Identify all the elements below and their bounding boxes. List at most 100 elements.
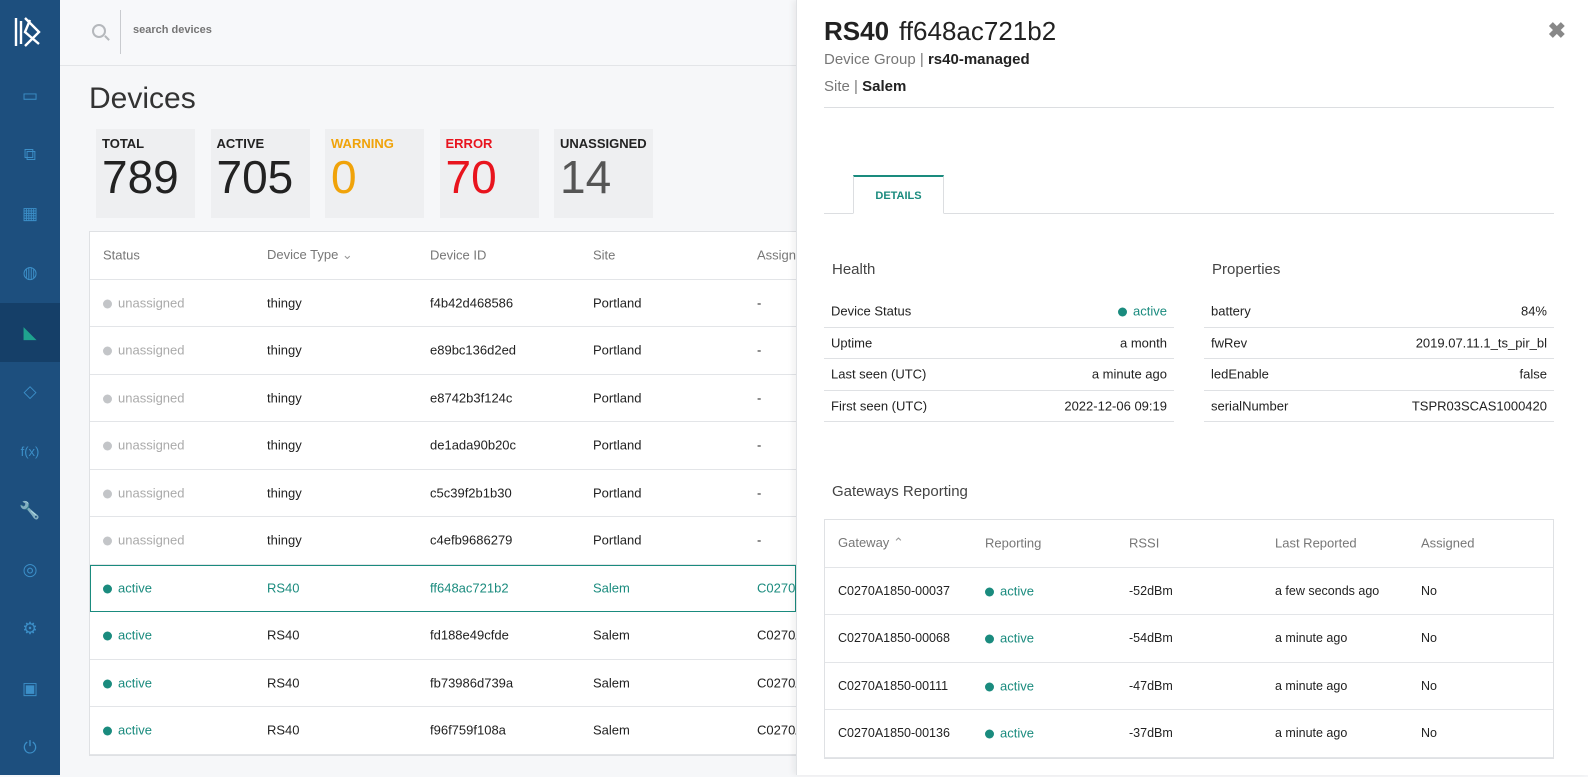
column-header-assigned[interactable]: Assigned: [1421, 536, 1474, 551]
divider: [120, 10, 121, 54]
column-header-rssi[interactable]: RSSI: [1129, 536, 1159, 551]
gateway-row[interactable]: C0270A1850-00111 active -47dBm a minute ago…: [825, 663, 1553, 710]
table-row[interactable]: unassigned thingy de1ada90b20c Portland -: [90, 422, 796, 470]
value-text: active: [1133, 303, 1167, 319]
sidebar-item-tools[interactable]: 🔧: [0, 481, 60, 540]
cell: C0270A: [757, 627, 804, 643]
key: fwRev: [1211, 335, 1248, 351]
sidebar-item-sensors[interactable]: ◣: [0, 303, 60, 363]
table-row[interactable]: unassigned thingy c4efb9686279 Portland -: [90, 517, 796, 565]
health-row: Device Status active: [824, 296, 1174, 328]
cell: -: [757, 390, 762, 406]
value-text: a minute ago: [1091, 366, 1167, 382]
cell: C0270A: [757, 722, 804, 738]
table-row[interactable]: unassigned thingy e89bc136d2ed Portland -: [90, 327, 796, 375]
cell: No: [1421, 583, 1437, 598]
value-text: false: [1519, 366, 1547, 382]
stat-unassigned[interactable]: UNASSIGNED 14: [554, 129, 653, 218]
site: Site | Salem: [824, 78, 907, 95]
gateways-table: Gateway ⌃ Reporting RSSI Last Reported Assig…: [824, 519, 1554, 759]
column-label: RSSI: [1129, 535, 1160, 551]
reporting-text: active: [1000, 630, 1034, 646]
stat-label: ERROR: [445, 136, 493, 151]
profile-icon: ▣: [21, 678, 39, 698]
table-row[interactable]: active RS40 fd188e49cfde Salem C0270A: [90, 612, 804, 660]
status-dot-icon: [985, 729, 994, 739]
sidebar-item-functions[interactable]: f(x): [0, 422, 60, 481]
value: 2022-12-06 09:19: [1064, 398, 1167, 413]
status-cell: active: [103, 675, 152, 690]
value: 2019.07.11.1_ts_pir_bl: [1416, 335, 1547, 350]
column-header-device-type[interactable]: Device Type ⌄: [267, 247, 353, 263]
sidebar-item-tags[interactable]: ◇: [0, 363, 60, 422]
stat-error[interactable]: ERROR 70: [439, 129, 539, 218]
search-input[interactable]: [133, 24, 433, 36]
status-dot-icon: [1118, 307, 1128, 317]
column-label: Reporting: [985, 535, 1042, 551]
table-row[interactable]: unassigned thingy e8742b3f124c Portland -: [90, 375, 796, 422]
cell: RS40: [267, 580, 300, 596]
table-row[interactable]: active RS40 fb73986d739a Salem C0270A: [90, 660, 804, 707]
sidebar-item-monitor[interactable]: ▭: [0, 66, 60, 125]
health-row: Uptime a month: [824, 328, 1174, 359]
stat-warning[interactable]: WARNING 0: [325, 129, 424, 218]
sidebar-item-sites[interactable]: ▦: [0, 185, 60, 244]
gateway-row[interactable]: C0270A1850-00136 active -37dBm a minute ago…: [825, 710, 1553, 758]
reporting-text: active: [1000, 583, 1034, 599]
cell: RS40: [267, 675, 300, 691]
device-group-value: rs40-managed: [927, 51, 1030, 68]
column-header-gateway[interactable]: Gateway ⌃: [838, 535, 904, 551]
value: 84%: [1521, 304, 1547, 319]
sidebar-item-logout[interactable]: ⏻: [0, 718, 60, 777]
column-label: Assigned: [1421, 535, 1475, 551]
health-row: First seen (UTC) 2022-12-06 09:19: [824, 391, 1174, 422]
stat-total[interactable]: TOTAL 789: [96, 129, 195, 218]
gateway-row[interactable]: C0270A1850-00037 active -52dBm a few second…: [825, 568, 1553, 615]
cell: a few seconds ago: [1275, 583, 1380, 598]
monitor-icon: ▭: [21, 85, 39, 105]
sidebar-item-profile[interactable]: ▣: [0, 659, 60, 718]
cell: f4b42d468586: [430, 295, 514, 311]
status-dot-icon: [103, 679, 112, 689]
cell: Salem: [593, 580, 630, 596]
close-icon[interactable]: ✖: [1547, 18, 1566, 43]
gateway-row[interactable]: C0270A1850-00068 active -54dBm a minute ago…: [825, 615, 1553, 663]
table-row[interactable]: active RS40 ff648ac721b2 Salem C0270A: [90, 564, 804, 612]
status-cell: unassigned: [103, 485, 185, 500]
cell: No: [1421, 726, 1437, 741]
column-header-device-id[interactable]: Device ID: [430, 248, 486, 263]
reporting-cell: active: [985, 726, 1034, 741]
table-row[interactable]: unassigned thingy f4b42d468586 Portland -: [90, 280, 796, 327]
tools-icon: 🔧: [19, 500, 41, 520]
sidebar-item-settings[interactable]: ⚙: [0, 600, 60, 659]
properties-row: fwRev 2019.07.11.1_ts_pir_bl: [1204, 328, 1554, 359]
column-header-site[interactable]: Site: [593, 248, 615, 263]
column-label: Last Reported: [1275, 535, 1357, 551]
key: Device Status: [831, 303, 912, 319]
sidebar-item-devices-stack[interactable]: ⧉: [0, 125, 60, 184]
health-list: Device Status active Uptime a month Last see…: [824, 296, 1174, 422]
table-row[interactable]: active RS40 f96f759f108a Salem C0270A: [90, 707, 804, 755]
column-header-status[interactable]: Status: [103, 248, 140, 263]
cell: -: [757, 342, 762, 358]
column-header-reporting[interactable]: Reporting: [985, 536, 1041, 551]
sidebar-item-support[interactable]: ◎: [0, 540, 60, 599]
tab-details[interactable]: DETAILS: [853, 175, 944, 214]
table-row[interactable]: unassigned thingy c5c39f2b1b30 Portland -: [90, 470, 796, 517]
sidebar-item-gateway[interactable]: ◍: [0, 244, 60, 303]
column-header-last-reported[interactable]: Last Reported: [1275, 536, 1357, 551]
cell: -37dBm: [1129, 726, 1173, 741]
value-text: TSPR03SCAS1000420: [1411, 398, 1547, 414]
status-text: unassigned: [118, 485, 185, 501]
status-text: unassigned: [118, 437, 185, 453]
logo-icon: [14, 17, 41, 47]
reporting-text: active: [1000, 678, 1034, 694]
cell: Portland: [593, 485, 642, 501]
stat-active[interactable]: ACTIVE 705: [210, 129, 310, 218]
cell: fd188e49cfde: [430, 627, 509, 643]
search-icon[interactable]: [92, 24, 106, 38]
status-text: active: [118, 580, 152, 596]
properties-row: battery 84%: [1204, 296, 1554, 328]
cell: thingy: [267, 295, 302, 311]
cell: -54dBm: [1129, 631, 1173, 646]
